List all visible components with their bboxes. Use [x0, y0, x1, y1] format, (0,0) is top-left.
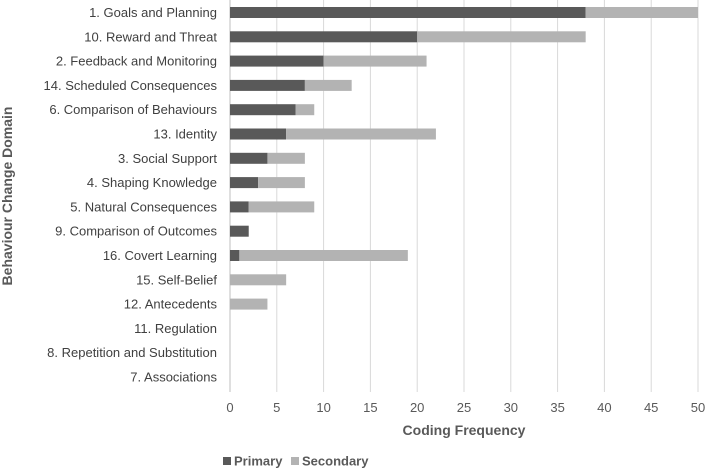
bar-primary-10	[230, 225, 249, 237]
y-axis-title: Behaviour Change Domain	[0, 107, 15, 286]
legend-label-secondary: Secondary	[302, 454, 369, 469]
x-tick-30: 30	[504, 400, 518, 415]
x-tick-40: 40	[597, 400, 611, 415]
category-label-1: 1. Goals and Planning	[89, 5, 217, 20]
bar-secondary-13	[230, 298, 268, 310]
bar-secondary-4	[304, 79, 352, 91]
category-label-15: 8. Repetition and Substitution	[47, 345, 217, 360]
x-tick-25: 25	[457, 400, 471, 415]
category-label-5: 6. Comparison of Behaviours	[49, 102, 217, 117]
category-label-9: 5. Natural Consequences	[70, 199, 217, 214]
category-label-2: 10. Reward and Threat	[84, 29, 217, 44]
category-label-16: 7. Associations	[130, 370, 217, 385]
x-tick-5: 5	[273, 400, 280, 415]
x-tick-10: 10	[316, 400, 330, 415]
bar-primary-1	[230, 7, 586, 18]
bar-primary-3	[230, 55, 324, 67]
category-label-13: 12. Antecedents	[124, 297, 218, 312]
bar-secondary-8	[258, 177, 305, 189]
category-label-4: 14. Scheduled Consequences	[44, 78, 218, 93]
category-label-10: 9. Comparison of Outcomes	[55, 224, 217, 239]
legend-label-primary: Primary	[234, 454, 283, 469]
bar-primary-6	[230, 128, 287, 140]
bar-secondary-2	[417, 31, 586, 43]
category-label-7: 3. Social Support	[118, 151, 217, 166]
bar-primary-2	[230, 31, 418, 43]
x-tick-35: 35	[550, 400, 564, 415]
legend-swatch-primary	[223, 457, 231, 465]
bar-primary-4	[230, 79, 305, 91]
bar-secondary-3	[323, 55, 427, 67]
bar-primary-11	[230, 250, 240, 261]
bar-secondary-1	[585, 7, 698, 18]
bar-secondary-5	[295, 104, 315, 116]
bar-primary-5	[230, 104, 296, 116]
x-tick-45: 45	[644, 400, 658, 415]
bar-secondary-12	[230, 274, 287, 286]
bar-secondary-11	[239, 250, 408, 261]
category-label-6: 13. Identity	[153, 127, 217, 142]
category-label-11: 16. Covert Learning	[103, 248, 217, 263]
bar-secondary-7	[267, 152, 305, 164]
bars	[230, 7, 698, 310]
bar-primary-9	[230, 201, 249, 213]
x-tick-15: 15	[363, 400, 377, 415]
legend-swatch-secondary	[291, 457, 299, 465]
bar-secondary-6	[286, 128, 436, 140]
x-tick-0: 0	[226, 400, 233, 415]
x-axis-title: Coding Frequency	[403, 422, 526, 438]
bar-secondary-9	[248, 201, 315, 213]
category-label-12: 15. Self-Belief	[136, 272, 217, 287]
category-label-8: 4. Shaping Knowledge	[87, 175, 217, 190]
x-tick-50: 50	[691, 400, 705, 415]
bar-primary-8	[230, 177, 259, 189]
category-labels: 1. Goals and Planning 10. Reward and Thre…	[44, 5, 218, 385]
legend: Primary Secondary	[223, 454, 369, 469]
bar-primary-7	[230, 152, 268, 164]
category-label-14: 11. Regulation	[134, 321, 217, 336]
x-tick-labels: 0 5 10 15 20 25 30 35 40 45 50	[226, 400, 705, 415]
category-label-3: 2. Feedback and Monitoring	[56, 54, 217, 69]
x-tick-20: 20	[410, 400, 424, 415]
